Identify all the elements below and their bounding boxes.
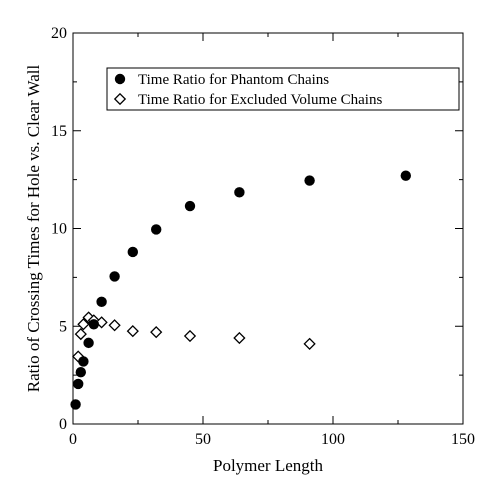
phantom-point	[70, 399, 81, 410]
legend: Time Ratio for Phantom Chains Time Ratio…	[106, 67, 460, 111]
phantom-point	[184, 200, 196, 212]
legend-label-excluded-volume: Time Ratio for Excluded Volume Chains	[138, 92, 382, 108]
legend-label-phantom: Time Ratio for Phantom Chains	[138, 72, 329, 88]
axis-ticks	[72, 32, 464, 425]
phantom-point	[151, 224, 162, 235]
phantom-point	[304, 175, 315, 186]
phantom-point	[400, 170, 411, 181]
excluded-volume-point	[72, 350, 85, 363]
phantom-point	[73, 378, 84, 390]
excluded-volume-point	[303, 337, 316, 350]
legend-box	[106, 67, 460, 111]
x-axis-label: Polymer Length	[213, 456, 324, 475]
excluded-volume-point	[74, 327, 87, 341]
phantom-point	[83, 337, 94, 349]
series-excluded-volume	[72, 311, 316, 363]
x-tick-label: 50	[195, 431, 211, 448]
phantom-point	[127, 246, 138, 258]
legend-diamond-marker	[113, 92, 127, 106]
phantom-point	[88, 319, 100, 330]
y-tick-label: 15	[51, 123, 67, 140]
excluded-volume-point	[108, 319, 121, 332]
phantom-point	[96, 296, 107, 308]
legend-marker-excluded-volume	[113, 92, 127, 106]
excluded-volume-point	[126, 325, 139, 338]
legend-marker-phantom	[114, 73, 126, 85]
y-axis-label: Ratio of Crossing Times for Hole vs. Cle…	[24, 65, 43, 393]
phantom-point	[75, 366, 87, 378]
phantom-point	[78, 356, 89, 367]
phantom-point	[109, 271, 120, 282]
y-tick-label: 0	[59, 416, 67, 433]
excluded-volume-point	[150, 325, 163, 339]
tick-labels: 0 50 100 150 0 5 10 15 20	[51, 25, 475, 448]
excluded-volume-point	[183, 329, 197, 343]
y-tick-label: 5	[59, 318, 67, 335]
legend-circle-marker	[114, 73, 126, 85]
data-marks	[70, 170, 411, 410]
y-tick-label: 10	[51, 221, 67, 238]
y-tick-label: 20	[51, 25, 67, 42]
excluded-volume-point	[233, 331, 246, 345]
excluded-volume-point	[77, 318, 90, 331]
phantom-point	[234, 187, 245, 198]
x-tick-label: 100	[321, 431, 345, 448]
series-phantom	[70, 170, 411, 410]
x-tick-label: 0	[69, 431, 77, 448]
x-tick-label: 150	[451, 431, 475, 448]
excluded-volume-point	[95, 316, 108, 329]
